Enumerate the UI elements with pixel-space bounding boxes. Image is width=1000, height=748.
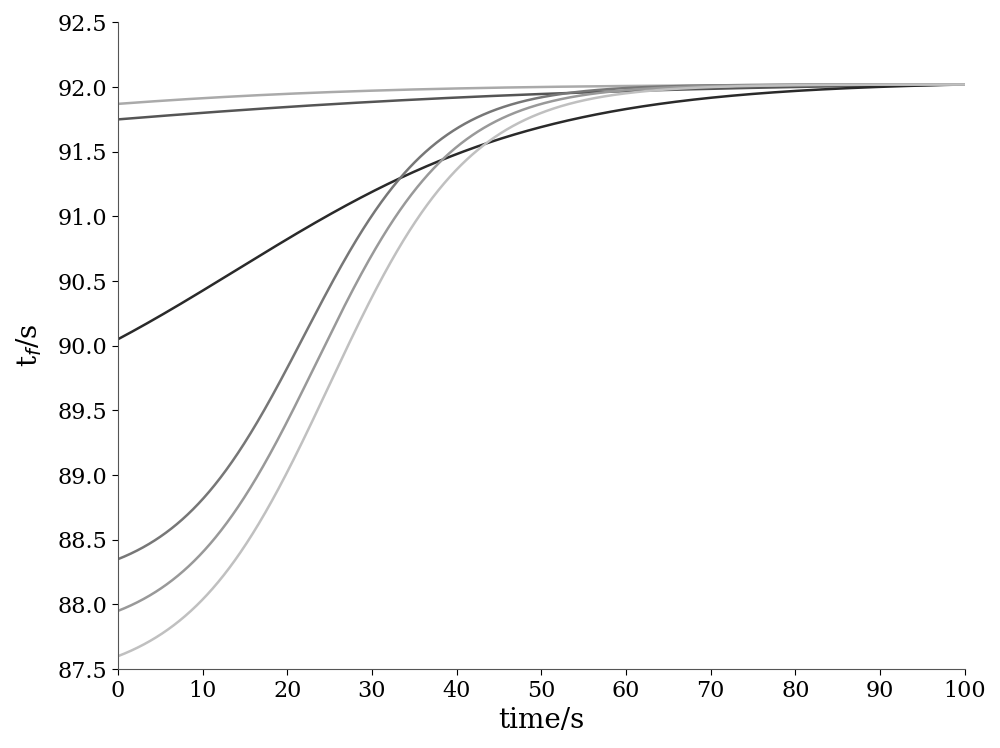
- Y-axis label: t$_f$/s: t$_f$/s: [14, 324, 44, 367]
- X-axis label: time/s: time/s: [498, 707, 584, 734]
